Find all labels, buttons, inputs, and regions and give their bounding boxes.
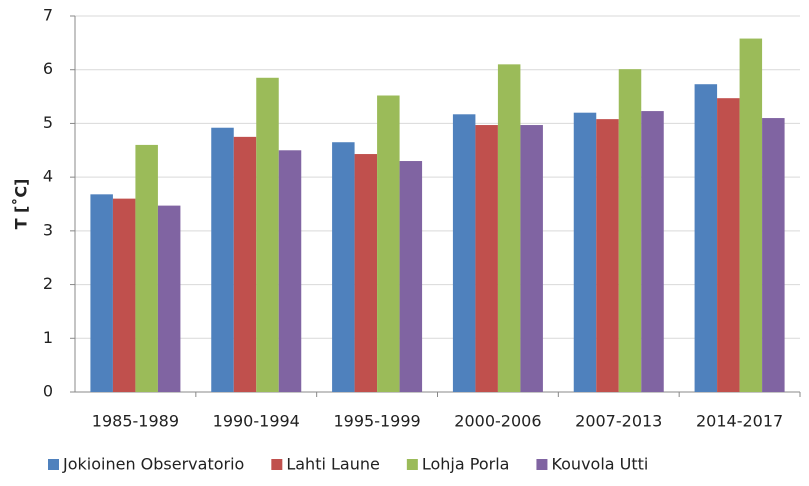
bar bbox=[641, 111, 664, 393]
y-tick-label: 1 bbox=[43, 328, 53, 347]
bar bbox=[475, 125, 498, 392]
y-tick-label: 5 bbox=[43, 113, 53, 132]
bar bbox=[452, 114, 476, 392]
x-tick-label: 2014-2017 bbox=[696, 412, 783, 431]
x-tick-label: 2007-2013 bbox=[575, 412, 662, 431]
legend-label: Lahti Laune bbox=[286, 455, 380, 474]
bar bbox=[762, 118, 785, 393]
bar bbox=[520, 125, 543, 392]
bar bbox=[256, 77, 279, 393]
legend-label: Jokioinen Observatorio bbox=[62, 455, 244, 474]
legend-swatch bbox=[406, 459, 418, 470]
bar bbox=[135, 144, 158, 392]
bar bbox=[399, 161, 423, 392]
x-tick-label: 1990-1994 bbox=[213, 412, 300, 431]
x-tick-label: 1995-1999 bbox=[333, 412, 420, 431]
bar bbox=[497, 64, 521, 392]
bar bbox=[332, 142, 355, 392]
bar bbox=[354, 154, 378, 392]
y-tick-label: 6 bbox=[43, 59, 53, 78]
bar bbox=[573, 112, 597, 392]
legend-label: Kouvola Utti bbox=[551, 455, 648, 474]
legend-swatch bbox=[536, 459, 548, 470]
bar bbox=[90, 194, 113, 392]
y-tick-label: 7 bbox=[43, 6, 53, 25]
y-tick-label: 2 bbox=[43, 274, 53, 293]
bar bbox=[278, 150, 302, 392]
y-tick-label: 0 bbox=[43, 382, 53, 401]
legend-label: Lohja Porla bbox=[422, 455, 510, 474]
x-tick-label: 2000-2006 bbox=[454, 412, 541, 431]
y-tick-label: 4 bbox=[43, 167, 53, 186]
bar bbox=[717, 98, 740, 392]
y-axis-label: T [˚C] bbox=[12, 179, 31, 230]
legend-swatch bbox=[48, 459, 59, 470]
bar bbox=[112, 198, 136, 392]
x-tick-label: 1985-1989 bbox=[92, 412, 179, 431]
bar bbox=[596, 119, 619, 392]
bar bbox=[233, 136, 257, 392]
bar bbox=[157, 205, 181, 392]
bar bbox=[618, 69, 642, 393]
legend-swatch bbox=[271, 459, 283, 470]
bar bbox=[377, 95, 400, 393]
bar bbox=[211, 127, 234, 393]
y-tick-label: 3 bbox=[43, 220, 53, 239]
bar bbox=[694, 84, 718, 393]
bar bbox=[739, 38, 763, 393]
